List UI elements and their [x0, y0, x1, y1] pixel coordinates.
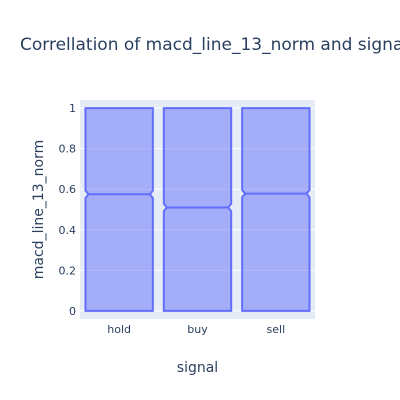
box-buy[interactable] [162, 107, 233, 312]
y-tick-label: 1 [69, 102, 76, 115]
chart-title: Correllation of macd_line_13_norm and si… [20, 35, 400, 55]
boxes-layer [84, 107, 311, 312]
y-tick-label: 0 [69, 305, 76, 318]
y-tick-label: 0.6 [59, 183, 77, 196]
x-tick-label: sell [267, 323, 286, 336]
y-tick-label: 0.4 [59, 224, 77, 237]
x-axis-title: signal [177, 360, 218, 376]
x-tick-label: hold [107, 323, 131, 336]
box-hold[interactable] [84, 107, 154, 312]
box-sell[interactable] [241, 107, 311, 312]
y-tick-label: 0.8 [59, 143, 77, 156]
x-tick-labels: hold buy sell [107, 323, 285, 336]
x-tick-label: buy [187, 323, 208, 336]
y-axis-title: macd_line_13_norm [31, 140, 47, 279]
y-tick-label: 0.2 [59, 264, 77, 277]
y-tick-labels: 0 0.2 0.4 0.6 0.8 1 [59, 102, 77, 318]
